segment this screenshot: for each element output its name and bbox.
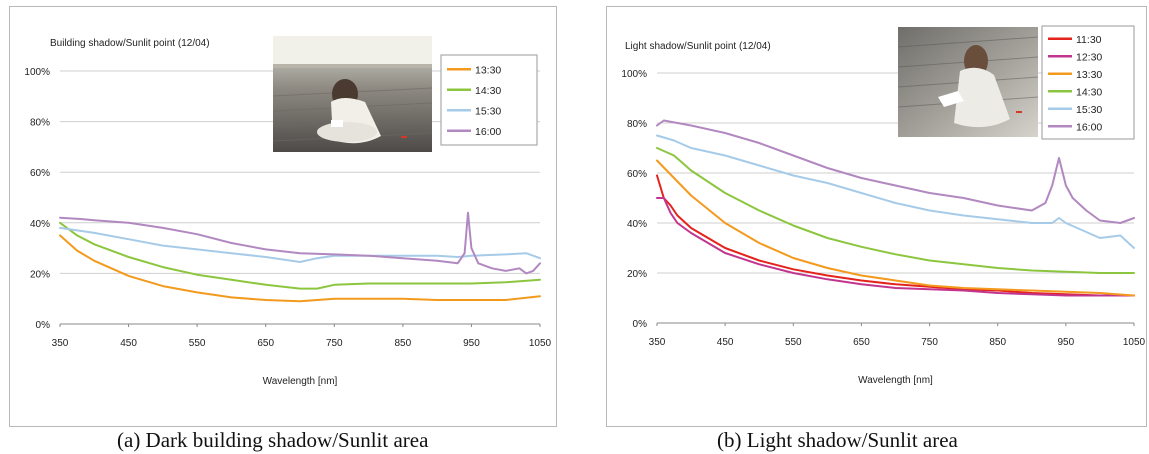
x-tick-label: 1050 xyxy=(1123,337,1146,348)
series-line-1430 xyxy=(656,147,1135,274)
series-line-1600 xyxy=(59,211,541,275)
x-tick-label: 450 xyxy=(120,338,137,349)
x-tick-label: 450 xyxy=(717,337,734,348)
y-tick-label: 100% xyxy=(621,69,647,80)
x-tick-label: 350 xyxy=(52,338,69,349)
x-tick-label: 650 xyxy=(257,338,274,349)
y-tick-label: 40% xyxy=(627,219,647,230)
x-tick-label: 850 xyxy=(395,338,412,349)
caption-b: (b) Light shadow/Sunlit area xyxy=(717,428,958,452)
legend-label: 13:30 xyxy=(1076,69,1102,81)
legend-label: 16:00 xyxy=(475,126,501,138)
photo-image-b xyxy=(898,27,1038,137)
x-tick-label: 850 xyxy=(989,337,1006,348)
photo-image-a xyxy=(273,36,432,152)
x-tick-label: 750 xyxy=(326,338,343,349)
x-tick-label: 750 xyxy=(921,337,938,348)
x-tick-label: 650 xyxy=(853,337,870,348)
series-line-1130 xyxy=(656,174,1135,297)
y-tick-label: 80% xyxy=(30,118,50,129)
y-tick-label: 80% xyxy=(627,119,647,130)
series-line-1330 xyxy=(59,234,541,303)
caption-a: (a) Dark building shadow/Sunlit area xyxy=(117,428,429,452)
legend-label: 11:30 xyxy=(1076,34,1102,46)
x-axis-title: Wavelength [nm] xyxy=(858,375,933,386)
x-axis-title: Wavelength [nm] xyxy=(263,376,338,387)
photo-woman-light-shadow xyxy=(898,27,1038,137)
series-line-1430 xyxy=(59,221,541,290)
y-tick-label: 0% xyxy=(633,319,648,330)
legend-label: 13:30 xyxy=(475,64,501,76)
x-tick-label: 550 xyxy=(785,337,802,348)
legend-label: 15:30 xyxy=(475,105,501,117)
x-tick-label: 950 xyxy=(463,338,480,349)
series-line-1330 xyxy=(656,159,1135,297)
y-tick-label: 60% xyxy=(30,168,50,179)
y-tick-label: 20% xyxy=(30,269,50,280)
y-tick-label: 60% xyxy=(627,169,647,180)
legend-label: 16:00 xyxy=(1076,121,1102,133)
legend-box xyxy=(1041,25,1135,140)
chart-b-svg: Light shadow/Sunlit point (12/04) 0% 20% 40… xyxy=(621,25,1146,386)
series-line-1530 xyxy=(656,134,1135,249)
x-tick-label: 350 xyxy=(649,337,666,348)
x-tick-label: 1050 xyxy=(529,338,552,349)
legend-label: 12:30 xyxy=(1076,51,1102,63)
photo-woman-building-shadow xyxy=(273,36,432,152)
chart-panel-b: Light shadow/Sunlit point (12/04) 0% 20% 40… xyxy=(606,6,1147,427)
legend-label: 15:30 xyxy=(1076,104,1102,116)
legend-label: 14:30 xyxy=(475,85,501,97)
y-tick-label: 40% xyxy=(30,219,50,230)
y-tick-label: 100% xyxy=(24,67,50,78)
chart-title: Building shadow/Sunlit point (12/04) xyxy=(50,38,210,49)
y-tick-label: 20% xyxy=(627,269,647,280)
x-tick-label: 550 xyxy=(189,338,206,349)
chart-panel-a: Building shadow/Sunlit point (12/04) 0% 20… xyxy=(9,6,557,427)
chart-title: Light shadow/Sunlit point (12/04) xyxy=(625,41,771,52)
x-tick-label: 950 xyxy=(1058,337,1075,348)
legend-label: 14:30 xyxy=(1076,86,1102,98)
series-line-1230 xyxy=(656,197,1135,297)
chart-a-svg: Building shadow/Sunlit point (12/04) 0% 20… xyxy=(24,38,552,387)
series-line-1600 xyxy=(656,119,1135,224)
y-tick-label: 0% xyxy=(36,320,51,331)
series-line-1530 xyxy=(59,226,541,263)
